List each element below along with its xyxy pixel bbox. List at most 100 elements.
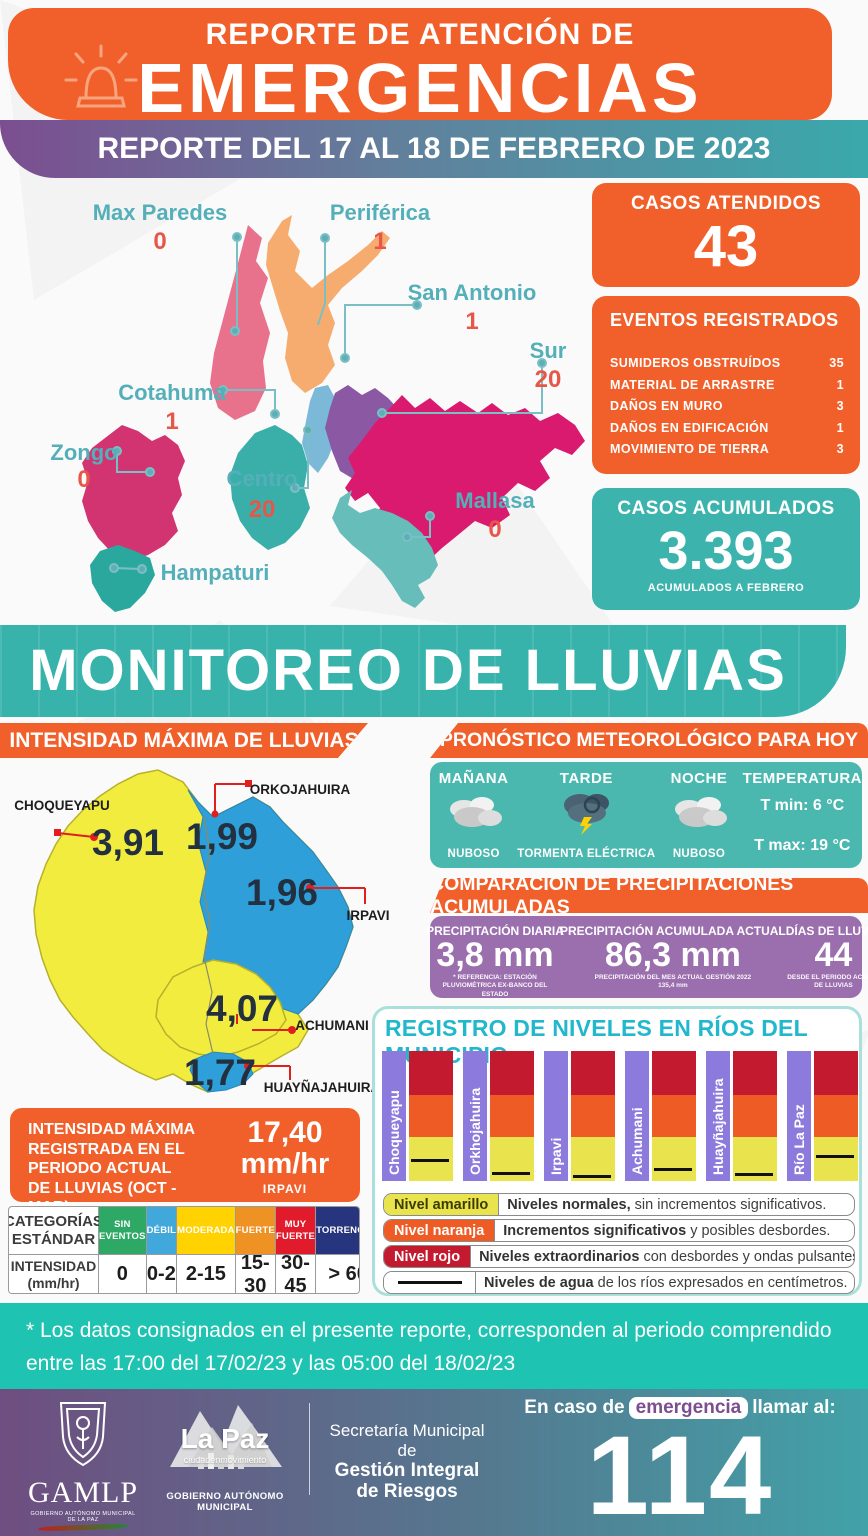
river-name-strip: Achumani <box>625 1051 649 1181</box>
river-level-bar <box>490 1051 534 1181</box>
basin-shape-achumani <box>155 959 287 1058</box>
district-value-max-paredes: 0 <box>153 228 167 255</box>
river-group-orkhojahuira: Orkhojahuira <box>463 1051 534 1181</box>
emergency-number: 114 <box>586 1413 774 1536</box>
basin-shape-huaynajahuira <box>189 1051 254 1093</box>
river-bars: Choqueyapu Orkhojahuira Irpavi Achumani … <box>382 1051 858 1181</box>
district-label-zongo: Zongo <box>50 440 118 465</box>
weather-panel: MAÑANA NUBOSO TARDE TORMENTA ELÉCTRICA N… <box>430 762 862 868</box>
basin-label-huaynajahuira: HUAYÑAJAHUIRA <box>263 1080 381 1095</box>
events-panel: EVENTOS REGISTRADOS SUMIDEROS OBSTRUÍDOS… <box>592 296 860 474</box>
footer-bar: GAMLP GOBIERNO AUTÓNOMO MUNICIPAL DE LA … <box>0 1389 868 1536</box>
district-shape-centro <box>302 385 336 473</box>
basin-label-irpavi: IRPAVI <box>346 908 390 923</box>
max-intensity-label: INTENSIDAD MÁXIMA REGISTRADA EN EL PERIO… <box>28 1121 196 1216</box>
gamlp-swoosh <box>37 1523 129 1532</box>
basin-shape-orkojahuira-irpavi <box>187 789 354 1015</box>
tmin-value: T min: 6 °C <box>760 797 845 814</box>
intensity-value: 30-45 <box>275 1252 317 1293</box>
cloudy-icon <box>442 787 506 835</box>
basin-connectors <box>54 780 366 1080</box>
monitoring-banner: MONITOREO DE LLUVIAS <box>0 625 846 717</box>
river-group-irpavi: Irpavi <box>544 1051 615 1181</box>
district-shape-zongo <box>82 425 185 561</box>
event-row: MATERIAL DE ARRASTRE 1 <box>610 377 844 392</box>
river-name-strip: Choqueyapu <box>382 1051 406 1181</box>
intensity-header-cell: INTENSIDAD (mm/hr) <box>9 1255 99 1293</box>
water-level-line <box>734 1173 774 1177</box>
intensity-value: > 60 <box>316 1255 359 1293</box>
basin-value-huaynajahuira: 1,77 <box>183 1052 257 1093</box>
gamlp-caption: GOBIERNO AUTÓNOMO MUNICIPAL DE LA PAZ <box>30 1511 136 1523</box>
cases-accumulated-title: CASOS ACUMULADOS <box>617 498 835 519</box>
lapaz-subtitle: ciudadenmovimiento <box>183 1455 267 1465</box>
district-label-san-antonio: San Antonio <box>407 280 537 305</box>
intensity-value: 0 <box>99 1255 147 1293</box>
river-level-bar <box>571 1051 615 1181</box>
gamlp-name: GAMLP <box>28 1476 139 1509</box>
header-banner: REPORTE DE ATENCIÓN DE EMERGENCIAS <box>8 8 832 127</box>
district-value-san-antonio: 1 <box>465 308 479 335</box>
emergency-call-line: En caso de emergencia llamar al: <box>524 1397 836 1419</box>
date-banner: REPORTE DEL 17 AL 18 DE FEBRERO DE 2023 <box>0 120 868 178</box>
district-shape-cotahuma <box>230 425 310 550</box>
river-name-strip: Irpavi <box>544 1051 568 1181</box>
precipitation-panel: PRECIPITACIÓN DIARIA 3,8 mm * REFERENCIA… <box>426 916 868 998</box>
district-shape-periferica <box>266 215 390 393</box>
report-title-line2: EMERGENCIAS <box>137 49 703 127</box>
basin-label-orkojahuira: ORKOJAHUIRA <box>249 782 351 797</box>
district-map <box>82 215 585 612</box>
event-row: SUMIDEROS OBSTRUÍDOS 35 <box>610 356 844 370</box>
precip-accumulated: PRECIPITACIÓN ACUMULADA ACTUAL 86,3 mm P… <box>560 924 786 990</box>
river-level-bar <box>652 1051 696 1181</box>
district-label-mallasa: Mallasa <box>455 488 535 513</box>
district-label-cotahuma: Cotahuma <box>118 380 226 405</box>
water-level-line <box>491 1171 531 1175</box>
legend-yellow: Nivel amarillo Niveles normales, sin inc… <box>383 1193 855 1216</box>
river-group-achumani: Achumani <box>625 1051 696 1181</box>
secretaria-text: Secretaría Municipal de Gestión Integral… <box>329 1421 485 1502</box>
river-levels-card: REGISTRO DE NIVELES EN RÍOS DEL MUNICIPI… <box>372 1006 862 1296</box>
intensity-value: 15-30 <box>235 1252 276 1293</box>
basin-river-line <box>202 816 214 1055</box>
cases-accumulated-value: 3.393 <box>658 521 794 581</box>
weather-temperature: TEMPERATURA T min: 6 °C T max: 19 °C <box>742 770 862 854</box>
emergency-pill: emergencia <box>628 1397 749 1419</box>
cases-attended-value: 43 <box>693 214 759 279</box>
events-title: EVENTOS REGISTRADOS <box>610 310 839 330</box>
category-debil: DÉBIL <box>146 1207 178 1255</box>
district-value-sur: 20 <box>534 366 562 393</box>
district-value-cotahuma: 1 <box>165 408 179 435</box>
district-shape-mallasa <box>332 490 438 608</box>
weather-night: NOCHE NUBOSO <box>655 762 742 868</box>
forecast-header: PRONÓSTICO METEOROLÓGICO PARA HOY <box>430 723 868 758</box>
district-label-max-paredes: Max Paredes <box>92 200 228 225</box>
water-line-sample <box>384 1272 476 1293</box>
rain-intensity-header: INTENSIDAD MÁXIMA DE LLUVIAS <box>0 723 368 758</box>
district-value-mallasa: 0 <box>488 516 502 543</box>
category-sin-eventos: SIN EVENTOS <box>99 1207 147 1255</box>
category-moderada: MODERADA <box>177 1207 236 1255</box>
precip-daily: PRECIPITACIÓN DIARIA 3,8 mm * REFERENCIA… <box>426 924 564 998</box>
cases-accumulated-caption: ACUMULADOS A FEBRERO <box>647 582 805 595</box>
cases-accumulated-panel: CASOS ACUMULADOS 3.393 ACUMULADOS A FEBR… <box>592 488 860 610</box>
report-title-line1: REPORTE DE ATENCIÓN DE <box>205 18 635 51</box>
gamlp-logo: GAMLP GOBIERNO AUTÓNOMO MUNICIPAL DE LA … <box>28 1397 139 1532</box>
intensity-value: 0-2 <box>146 1255 178 1293</box>
river-legend: Nivel amarillo Niveles normales, sin inc… <box>383 1193 855 1294</box>
district-value-zongo: 0 <box>77 466 91 493</box>
events-list: SUMIDEROS OBSTRUÍDOS 35 MATERIAL DE ARRAS… <box>592 353 860 461</box>
lapaz-caption: GOBIERNO AUTÓNOMO MUNICIPAL <box>166 1491 284 1513</box>
weather-afternoon: TARDE TORMENTA ELÉCTRICA <box>517 770 656 860</box>
basin-value-achumani: 4,07 <box>205 988 279 1029</box>
district-label-periferica: Periférica <box>329 200 431 225</box>
water-level-line <box>410 1158 450 1162</box>
weather-morning: MAÑANA NUBOSO <box>438 770 509 860</box>
basin-label-choqueyapu: CHOQUEYAPU <box>14 798 110 813</box>
siren-icon <box>64 44 138 108</box>
lapaz-mountain-icon: La Paz ciudadenmovimiento <box>160 1397 290 1483</box>
river-level-bar <box>814 1051 858 1181</box>
event-row: MOVIMIENTO DE TIERRA 3 <box>610 442 844 456</box>
max-intensity-value: 17,40 mm/hr IRPAVI <box>240 1116 330 1196</box>
river-group-huaynajahuira: Huayñajahuira <box>706 1051 777 1181</box>
